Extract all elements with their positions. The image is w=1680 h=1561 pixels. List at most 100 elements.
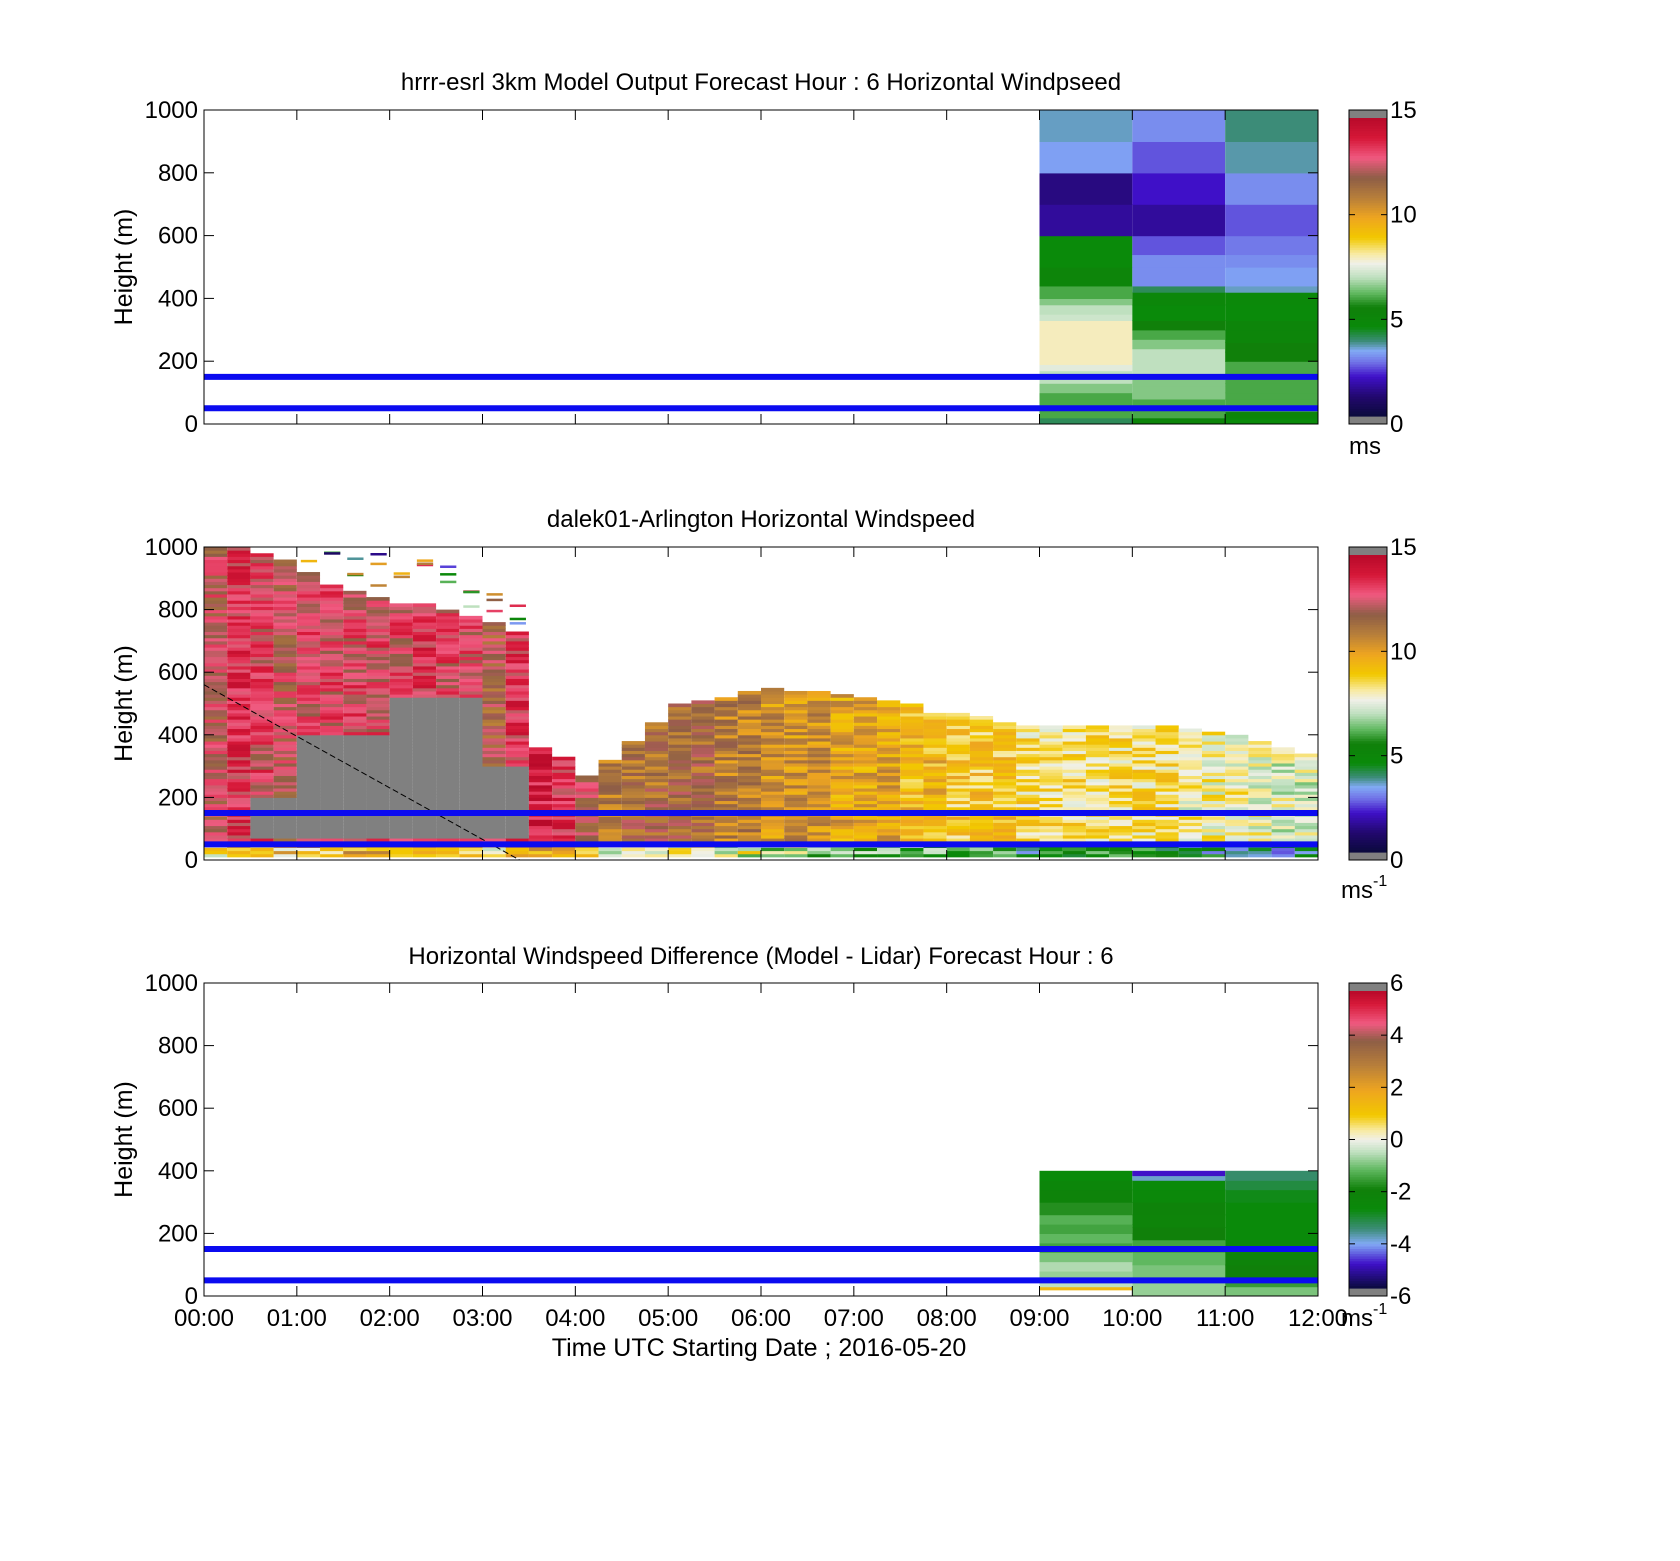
heatmap-cell (1178, 791, 1202, 795)
heatmap-cell (552, 838, 576, 842)
heatmap-cell (946, 769, 970, 773)
heatmap-cell (1132, 254, 1226, 268)
heatmap-cell (528, 759, 553, 764)
heatmap-cell (505, 637, 529, 642)
heatmap-cell (505, 750, 529, 755)
heatmap-cell (250, 719, 274, 723)
heatmap-cell (1132, 141, 1226, 174)
heatmap-cell (366, 741, 390, 745)
heatmap-cell (343, 828, 367, 833)
heatmap-cell (296, 828, 321, 833)
heatmap-cell (714, 703, 738, 708)
heatmap-cell (250, 734, 274, 739)
heatmap-cell (807, 853, 831, 858)
heatmap-cell (1062, 750, 1086, 755)
heatmap-cell (250, 578, 274, 582)
heatmap-cell (923, 784, 947, 789)
heatmap-cell (505, 828, 529, 833)
heatmap-cell (505, 803, 529, 808)
heatmap-cell (273, 775, 297, 780)
heatmap-cell (296, 712, 321, 717)
heatmap-cell (784, 719, 808, 723)
heatmap-cell (204, 706, 228, 711)
heatmap-cell (830, 700, 854, 704)
heatmap-cell (900, 791, 924, 795)
heatmap-cell (320, 825, 344, 830)
heatmap-cell (250, 744, 274, 748)
heatmap-cell (250, 712, 274, 717)
heatmap-cell (946, 759, 970, 764)
heatmap-cell (227, 800, 251, 805)
heatmap-cell (366, 800, 390, 805)
heatmap-cell (204, 562, 228, 567)
heatmap-cell (389, 737, 413, 742)
heatmap-cell (1109, 753, 1133, 758)
heatmap-cell (923, 825, 947, 830)
heatmap-cell (761, 741, 785, 745)
heatmap-cell (1225, 1180, 1318, 1191)
heatmap-cell (761, 838, 785, 842)
heatmap-cell (853, 772, 878, 776)
heatmap-cell (1271, 788, 1295, 792)
heatmap-cell (436, 628, 460, 633)
heatmap-cell (505, 669, 529, 673)
heatmap-cell (598, 794, 622, 798)
heatmap-cell (1201, 825, 1226, 830)
heatmap-cell (1016, 803, 1040, 808)
heatmap-cell (204, 634, 228, 639)
heatmap-cell (505, 850, 529, 855)
heatmap-cell (1201, 769, 1226, 773)
heatmap-cell (1085, 737, 1110, 742)
heatmap-cell (343, 590, 367, 595)
heatmap-cell (1248, 750, 1272, 755)
heatmap-cell (1085, 766, 1110, 770)
heatmap-cell (1178, 788, 1202, 792)
heatmap-cell (204, 637, 228, 642)
heatmap-cell (250, 806, 274, 811)
heatmap-cell (204, 803, 228, 808)
heatmap-cell (250, 831, 274, 836)
heatmap-cell (993, 759, 1017, 764)
heatmap-cell (1016, 791, 1040, 795)
heatmap-cell (505, 822, 529, 827)
heatmap-cell (250, 669, 274, 673)
heatmap-cell (366, 816, 390, 820)
heatmap-cell (877, 716, 901, 720)
heatmap-cell (227, 644, 251, 648)
heatmap-cell (1085, 825, 1110, 830)
heatmap-cell (761, 719, 785, 723)
heatmap-cell (761, 737, 785, 742)
heatmap-cell (714, 853, 738, 858)
heatmap-cell (644, 772, 669, 776)
heatmap-cell (691, 769, 715, 773)
y-tick-label: 0 (185, 1283, 198, 1310)
heatmap-cell (714, 762, 738, 767)
heatmap-cell (1039, 141, 1133, 174)
heatmap-cell (436, 687, 460, 692)
heatmap-cell (250, 606, 274, 611)
heatmap-cell (877, 781, 901, 786)
heatmap-cell (227, 575, 251, 579)
heatmap-cell (389, 622, 413, 626)
heatmap-cell (737, 712, 761, 717)
heatmap-cell (1039, 772, 1063, 776)
heatmap-cell (366, 697, 390, 701)
heatmap-cell (227, 562, 251, 567)
heatmap-cell (668, 772, 692, 776)
heatmap-cell (343, 656, 367, 661)
heatmap-cell (923, 847, 947, 852)
heatmap-cell (1039, 1189, 1133, 1203)
heatmap-cell (389, 675, 413, 679)
heatmap-cell (412, 678, 437, 683)
heatmap-cell (1271, 759, 1295, 764)
heatmap-cell (412, 781, 437, 786)
heatmap-cell (482, 634, 506, 639)
heatmap-cell (1178, 750, 1202, 755)
heatmap-cell (1039, 800, 1063, 805)
heatmap-cell (644, 838, 669, 842)
heatmap-cell (1225, 320, 1318, 331)
heatmap-cell (389, 712, 413, 717)
heatmap-cell (250, 612, 274, 617)
heatmap-cell (1248, 838, 1272, 842)
colorbar-tick-label: -6 (1390, 1283, 1411, 1310)
